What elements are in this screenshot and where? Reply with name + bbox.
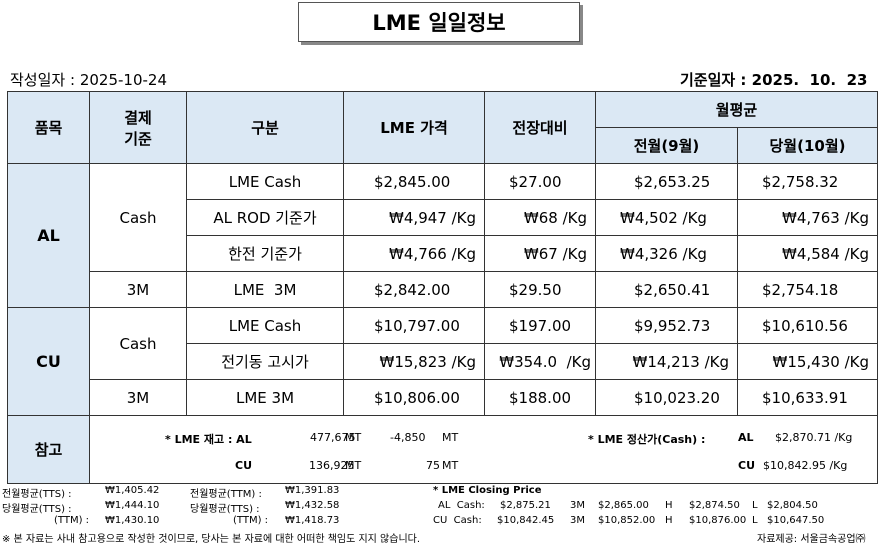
price-cell: $10,797.00 xyxy=(343,307,485,344)
table-row: 전기동 고시가 ₩15,823 /Kg ₩354.0 /Kg ₩14,213 /… xyxy=(8,343,878,380)
prev-month-cell: $9,952.73 xyxy=(595,307,738,344)
item-cu: CU xyxy=(7,307,90,416)
fx-prev-ttm: ₩1,391.83 xyxy=(285,485,340,496)
change-cell: $188.00 xyxy=(484,379,596,416)
settle-3m: 3M xyxy=(89,379,187,416)
prev-month-cell: $2,653.25 xyxy=(595,163,738,200)
stock-title: * LME 재고 : AL xyxy=(165,433,252,446)
item-al: AL xyxy=(7,163,90,308)
category-cell: LME 3M xyxy=(186,379,344,416)
prev-month-cell: ₩4,502 /Kg xyxy=(595,199,738,236)
closing-al-low: $2,804.50 xyxy=(767,500,818,511)
fx-curr-ttm-2: ₩1,418.73 xyxy=(285,515,340,526)
change-cell: $197.00 xyxy=(484,307,596,344)
al-stock: 477,675 xyxy=(310,431,356,444)
header-settle: 결제 기준 xyxy=(89,91,187,164)
price-cell: $2,842.00 xyxy=(343,271,485,308)
table-row: 한전 기준가 ₩4,766 /Kg ₩67 /Kg ₩4,326 /Kg ₩4,… xyxy=(8,235,878,272)
settle-3m: 3M xyxy=(89,271,187,308)
al-stock-change: -4,850 xyxy=(390,431,426,444)
reference-content: * LME 재고 : AL 477,675 MT -4,850 MT CU 13… xyxy=(89,415,878,484)
stock-cu-label: CU xyxy=(235,459,253,472)
price-cell: ₩4,947 /Kg xyxy=(343,199,485,236)
closing-cu-3m: $10,852.00 xyxy=(598,515,656,526)
prev-month-cell: ₩4,326 /Kg xyxy=(595,235,738,272)
price-cell: $2,845.00 xyxy=(343,163,485,200)
change-cell: $29.50 xyxy=(484,271,596,308)
category-cell: 전기동 고시가 xyxy=(186,343,344,380)
cu-stock-change: 75 xyxy=(426,459,440,472)
table-row: CU Cash LME Cash $10,797.00 $197.00 $9,9… xyxy=(7,307,878,416)
closing-al-3m: $2,865.00 xyxy=(598,500,649,511)
header-lme-price: LME 가격 xyxy=(343,91,485,164)
data-source: 자료제공: 서울금속공업㈜ xyxy=(757,534,866,545)
settle-cash: Cash xyxy=(89,307,187,380)
category-cell: LME Cash xyxy=(186,163,344,200)
header-monthly-avg: 월평균 xyxy=(595,91,878,128)
fx-curr-tts-2: ₩1,432.58 xyxy=(285,500,340,511)
closing-title: * LME Closing Price xyxy=(433,485,542,496)
page-title: LME 일일정보 xyxy=(298,2,580,42)
fx-curr-ttm: ₩1,430.10 xyxy=(105,515,160,526)
settle-title: * LME 정산가(Cash) : xyxy=(588,433,706,446)
prev-month-cell: ₩14,213 /Kg xyxy=(595,343,738,380)
change-cell: $27.00 xyxy=(484,163,596,200)
table-row: 3M LME 3M $2,842.00 $29.50 $2,650.41 $2,… xyxy=(8,271,878,308)
disclaimer: ※ 본 자료는 사내 참고용으로 작성한 것이므로, 당사는 본 자료에 대한 … xyxy=(2,534,421,545)
base-date-label: 기준일자 : 2025. 10. 23 xyxy=(680,71,868,89)
this-month-cell: ₩4,584 /Kg xyxy=(737,235,878,272)
prev-month-cell: $2,650.41 xyxy=(595,271,738,308)
change-cell: ₩67 /Kg xyxy=(484,235,596,272)
header-this-month: 당월(10월) xyxy=(737,127,878,164)
change-cell: ₩68 /Kg xyxy=(484,199,596,236)
header-change: 전장대비 xyxy=(484,91,596,164)
price-cell: ₩15,823 /Kg xyxy=(343,343,485,380)
cu-stock: 136,925 xyxy=(309,459,355,472)
table-row: AL ROD 기준가 ₩4,947 /Kg ₩68 /Kg ₩4,502 /Kg… xyxy=(8,199,878,236)
closing-cu-high: $10,876.00 xyxy=(689,515,747,526)
this-month-cell: $2,754.18 xyxy=(737,271,878,308)
created-date-label: 작성일자 : 2025-10-24 xyxy=(10,71,167,89)
closing-cu-low: $10,647.50 xyxy=(767,515,825,526)
closing-al-high: $2,874.50 xyxy=(689,500,740,511)
this-month-cell: $10,610.56 xyxy=(737,307,878,344)
table-row: 3M LME 3M $10,806.00 $188.00 $10,023.20 … xyxy=(8,379,878,416)
reference-row: 참고 * LME 재고 : AL 477,675 MT -4,850 MT CU… xyxy=(7,415,878,484)
price-cell: ₩4,766 /Kg xyxy=(343,235,485,272)
closing-cu-cash: $10,842.45 xyxy=(497,515,555,526)
fx-prev-tts: ₩1,405.42 xyxy=(105,485,160,496)
settle-cash: Cash xyxy=(89,163,187,272)
created-date: 2025-10-24 xyxy=(79,71,167,89)
base-date: 2025. 10. 23 xyxy=(751,71,868,89)
category-cell: AL ROD 기준가 xyxy=(186,199,344,236)
this-month-cell: $10,633.91 xyxy=(737,379,878,416)
settle-cu: $10,842.95 /Kg xyxy=(763,459,848,472)
closing-al-cash: $2,875.21 xyxy=(500,500,551,511)
header-category: 구분 xyxy=(186,91,344,164)
settle-al: $2,870.71 /Kg xyxy=(775,431,853,444)
prev-month-cell: $10,023.20 xyxy=(595,379,738,416)
category-cell: 한전 기준가 xyxy=(186,235,344,272)
this-month-cell: ₩4,763 /Kg xyxy=(737,199,878,236)
price-cell: $10,806.00 xyxy=(343,379,485,416)
header-item: 품목 xyxy=(7,91,90,164)
reference-label: 참고 xyxy=(7,415,90,484)
lme-price-table: 품목 결제 기준 구분 LME 가격 전장대비 월평균 전월(9월) 당월(10… xyxy=(7,91,878,484)
this-month-cell: ₩15,430 /Kg xyxy=(737,343,878,380)
header-prev-month: 전월(9월) xyxy=(595,127,738,164)
category-cell: LME Cash xyxy=(186,307,344,344)
change-cell: ₩354.0 /Kg xyxy=(484,343,596,380)
category-cell: LME 3M xyxy=(186,271,344,308)
fx-curr-tts: ₩1,444.10 xyxy=(105,500,160,511)
this-month-cell: $2,758.32 xyxy=(737,163,878,200)
table-row: AL Cash LME Cash $2,845.00 $27.00 $2,653… xyxy=(7,163,878,308)
